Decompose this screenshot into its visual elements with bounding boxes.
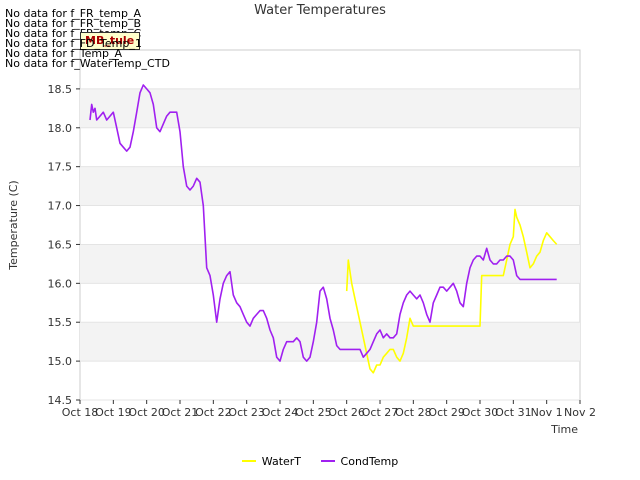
x-tick-label: Oct 20 (128, 406, 165, 419)
nodata-line: No data for f_FR_temp_C (5, 27, 142, 40)
x-tick-label: Oct 18 (62, 406, 99, 419)
x-tick-label: Nov 2 (564, 406, 596, 419)
x-tick-label: Oct 21 (162, 406, 199, 419)
x-tick-label: Oct 22 (195, 406, 232, 419)
x-tick-label: Oct 29 (428, 406, 465, 419)
nodata-line: No data for f_Temp_A (5, 47, 123, 60)
series-layer (89, 84, 558, 374)
y-axis-label: Temperature (C) (7, 180, 20, 270)
x-tick-label: Oct 26 (328, 406, 365, 419)
y-tick-label: 14.5 (48, 394, 73, 407)
x-tick-label: Oct 27 (362, 406, 399, 419)
grid-bands (80, 88, 580, 362)
series-line-watert (345, 208, 558, 374)
y-axis-ticks: 14.5 15.0 15.5 16.0 16.5 17.0 17.5 18.0 18.5 (48, 83, 80, 407)
tooltip-box: MB_tule (80, 32, 140, 50)
y-tick-label: 16.0 (48, 277, 73, 290)
x-axis-label: Time (550, 423, 578, 436)
chart-title: Water Temperatures (254, 3, 386, 18)
grid-band (80, 322, 580, 362)
grid-band (80, 88, 580, 128)
nodata-line: No data for f_WaterTemp_CTD (5, 57, 170, 70)
grid-band (80, 244, 580, 284)
legend: WaterT CondTemp (0, 452, 640, 468)
series-line-condtemp (89, 84, 557, 362)
x-tick-label: Oct 23 (228, 406, 265, 419)
y-tick-label: 15.0 (48, 355, 73, 368)
legend-swatch-watert (241, 460, 256, 462)
x-tick-label: Nov 1 (531, 406, 563, 419)
grid-band (80, 166, 580, 206)
legend-item-condtemp[interactable]: CondTemp (320, 454, 399, 468)
grid-lines (80, 88, 580, 401)
legend-swatch-condtemp (320, 460, 335, 462)
x-tick-label: Oct 30 (462, 406, 499, 419)
nodata-line: No data for f_FD_Temp_1 (5, 37, 142, 50)
y-tick-label: 18.5 (48, 83, 73, 96)
nodata-line: No data for f_FR_temp_A (5, 7, 141, 20)
y-tick-label: 17.5 (48, 161, 73, 174)
legend-label-watert: WaterT (261, 454, 302, 468)
y-tick-label: 16.5 (48, 238, 73, 251)
legend-label-condtemp: CondTemp (340, 454, 399, 468)
y-tick-label: 15.5 (48, 316, 73, 329)
nodata-line: No data for f_FR_temp_B (5, 17, 142, 30)
x-tick-label: Oct 31 (495, 406, 532, 419)
x-tick-label: Oct 25 (295, 406, 332, 419)
y-tick-label: 17.0 (48, 200, 73, 213)
y-tick-label: 18.0 (48, 122, 73, 135)
x-tick-label: Oct 24 (262, 406, 299, 419)
x-tick-label: Oct 28 (395, 406, 432, 419)
legend-item-watert[interactable]: WaterT (241, 454, 302, 468)
x-tick-label: Oct 19 (95, 406, 132, 419)
